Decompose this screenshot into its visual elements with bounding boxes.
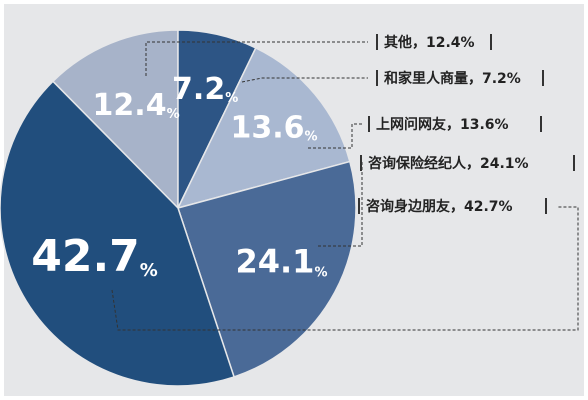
legend: 其他，12.4% 和家里人商量，7.2% 上网问网友，13.6% 咨询保险经纪人，24… <box>358 34 575 215</box>
legend-bar-right <box>542 70 544 86</box>
pie-slice <box>176 46 351 210</box>
pie-slice <box>0 80 236 387</box>
leader-line <box>308 123 364 149</box>
pie-labels: 12.4%7.2%13.6% 24.1% 42.7% <box>31 72 327 283</box>
slice-value-label: 7.2% <box>172 72 238 107</box>
legend-bar-right <box>490 34 492 50</box>
legend-bar-left <box>368 116 370 132</box>
legend-label: 其他，12.4% <box>384 34 475 51</box>
slice-value-label: 12.4% <box>93 87 180 122</box>
legend-bar-right <box>545 198 547 214</box>
leader-line <box>318 162 363 247</box>
legend-bar-left <box>376 34 378 50</box>
legend-label: 上网问网友，13.6% <box>376 116 509 133</box>
pie-slice <box>177 160 357 378</box>
slice-value-label: 42.7% <box>31 231 158 282</box>
legend-bar-left <box>360 155 362 171</box>
pie-slice <box>51 29 179 210</box>
legend-bar-left <box>358 198 360 214</box>
pie-slices <box>0 29 357 387</box>
legend-bar-left <box>376 70 378 86</box>
legend-label: 咨询身边朋友，42.7% <box>366 198 513 215</box>
slice-value-label: 13.6% <box>230 110 317 145</box>
legend-label: 和家里人商量，7.2% <box>384 70 521 87</box>
legend-label: 咨询保险经纪人，24.1% <box>368 155 529 172</box>
legend-bar-right <box>573 155 575 171</box>
leader-lines <box>111 41 579 331</box>
leader-line <box>241 77 368 83</box>
legend-bar-right <box>540 116 542 132</box>
slice-value-label: 24.1% <box>235 243 327 281</box>
leader-line <box>111 206 579 331</box>
leader-line <box>145 41 368 76</box>
